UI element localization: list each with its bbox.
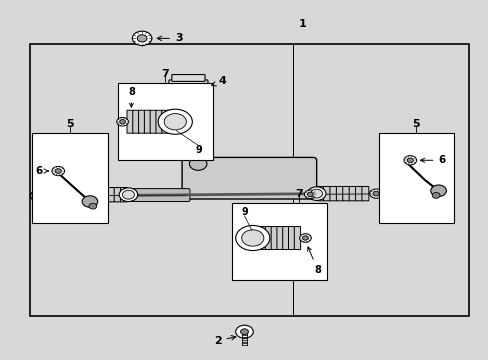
Circle shape	[241, 230, 264, 246]
FancyBboxPatch shape	[114, 188, 121, 202]
FancyBboxPatch shape	[270, 226, 277, 249]
Circle shape	[235, 225, 269, 251]
Text: 7: 7	[295, 189, 303, 199]
Circle shape	[52, 166, 64, 176]
Circle shape	[120, 120, 125, 124]
Circle shape	[304, 190, 316, 199]
FancyBboxPatch shape	[282, 226, 288, 249]
FancyBboxPatch shape	[294, 226, 300, 249]
Circle shape	[164, 113, 186, 130]
Circle shape	[122, 190, 134, 199]
Circle shape	[407, 158, 413, 163]
Circle shape	[431, 193, 439, 198]
Circle shape	[67, 192, 73, 197]
FancyBboxPatch shape	[168, 80, 207, 89]
Bar	[118, 83, 212, 160]
Circle shape	[299, 234, 311, 242]
Text: 9: 9	[241, 207, 247, 217]
Circle shape	[82, 196, 98, 207]
FancyBboxPatch shape	[265, 226, 271, 249]
FancyBboxPatch shape	[259, 226, 265, 249]
FancyBboxPatch shape	[162, 110, 168, 133]
FancyBboxPatch shape	[101, 188, 108, 202]
FancyBboxPatch shape	[88, 188, 95, 202]
Circle shape	[55, 169, 61, 174]
FancyBboxPatch shape	[156, 110, 162, 133]
Circle shape	[302, 236, 308, 240]
FancyBboxPatch shape	[342, 186, 349, 201]
Text: 2: 2	[213, 336, 235, 346]
FancyBboxPatch shape	[76, 188, 82, 202]
Circle shape	[65, 191, 77, 199]
Text: 6: 6	[35, 166, 48, 176]
Circle shape	[137, 35, 147, 42]
Circle shape	[310, 189, 322, 198]
Bar	[32, 134, 108, 223]
FancyBboxPatch shape	[348, 186, 355, 201]
Text: 5: 5	[66, 120, 74, 129]
Text: 9: 9	[195, 144, 202, 154]
Text: 4: 4	[211, 76, 226, 86]
FancyBboxPatch shape	[67, 189, 189, 202]
FancyBboxPatch shape	[276, 226, 283, 249]
FancyBboxPatch shape	[167, 110, 173, 133]
Circle shape	[235, 325, 253, 338]
Text: 3: 3	[157, 33, 182, 43]
Circle shape	[119, 188, 138, 202]
Circle shape	[30, 190, 45, 201]
FancyBboxPatch shape	[171, 75, 204, 81]
FancyBboxPatch shape	[361, 186, 368, 201]
FancyBboxPatch shape	[323, 186, 330, 201]
Circle shape	[403, 156, 416, 165]
Circle shape	[240, 329, 248, 334]
FancyBboxPatch shape	[317, 186, 324, 201]
FancyBboxPatch shape	[107, 188, 114, 202]
Circle shape	[64, 190, 77, 199]
FancyBboxPatch shape	[253, 226, 260, 249]
Text: 8: 8	[307, 247, 321, 275]
FancyBboxPatch shape	[127, 110, 133, 133]
Bar	[378, 134, 453, 223]
Circle shape	[307, 192, 313, 197]
Bar	[232, 203, 327, 280]
FancyBboxPatch shape	[171, 87, 204, 96]
Circle shape	[158, 109, 192, 134]
Circle shape	[117, 117, 128, 126]
FancyBboxPatch shape	[138, 110, 144, 133]
Text: 6: 6	[420, 155, 445, 165]
FancyBboxPatch shape	[144, 110, 150, 133]
Text: 1: 1	[299, 19, 306, 29]
Bar	[30, 44, 468, 316]
FancyBboxPatch shape	[175, 94, 201, 104]
FancyBboxPatch shape	[95, 188, 102, 202]
Text: 8: 8	[128, 87, 135, 107]
FancyBboxPatch shape	[355, 186, 362, 201]
Text: 5: 5	[412, 120, 419, 129]
Circle shape	[369, 189, 382, 198]
Circle shape	[189, 157, 206, 170]
FancyBboxPatch shape	[121, 188, 127, 202]
Circle shape	[132, 31, 152, 45]
FancyBboxPatch shape	[182, 157, 316, 199]
Circle shape	[430, 185, 446, 197]
Text: 7: 7	[161, 69, 169, 79]
FancyBboxPatch shape	[150, 110, 156, 133]
FancyBboxPatch shape	[336, 186, 343, 201]
Circle shape	[89, 203, 97, 209]
Circle shape	[307, 187, 325, 201]
Circle shape	[68, 193, 74, 197]
FancyBboxPatch shape	[82, 188, 89, 202]
FancyBboxPatch shape	[288, 226, 294, 249]
FancyBboxPatch shape	[133, 110, 139, 133]
FancyBboxPatch shape	[329, 186, 336, 201]
Circle shape	[372, 191, 379, 196]
